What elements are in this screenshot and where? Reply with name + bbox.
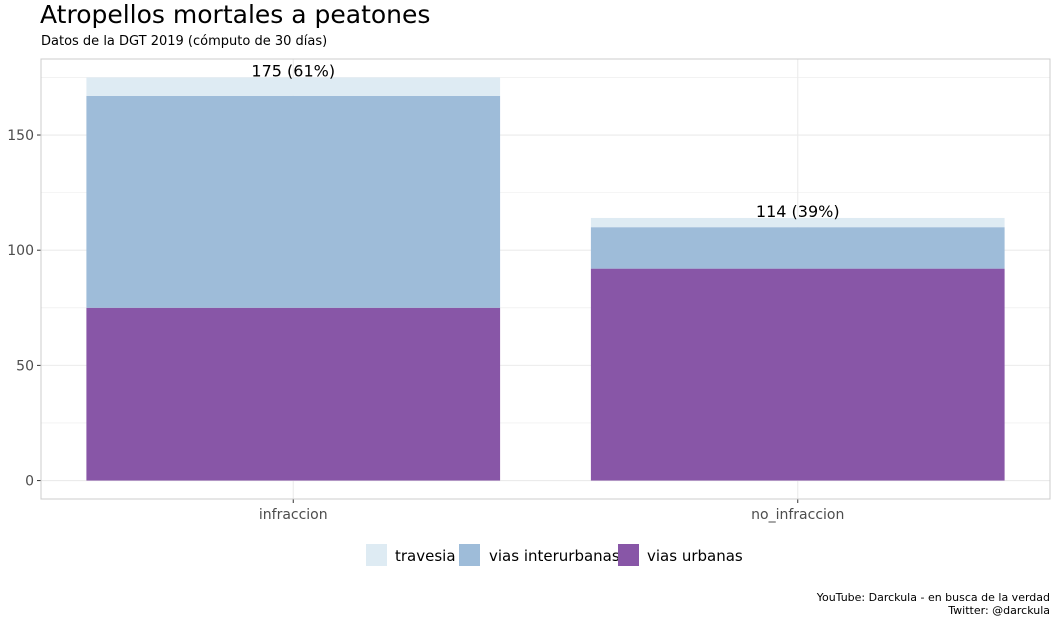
caption-youtube: YouTube: Darckula - en busca de la verda…: [816, 591, 1050, 604]
y-tick-label: 0: [25, 474, 34, 490]
bar-no-infraccion-travesia: [590, 217, 1005, 228]
caption-twitter: Twitter: @darckula: [948, 604, 1050, 617]
bar-total-label: 175 (61%): [251, 61, 335, 80]
bar-infraccion-vias-interurbanas: [86, 95, 501, 308]
y-tick-label: 150: [7, 128, 34, 144]
x-tick-label: infraccion: [259, 507, 328, 523]
legend-label: travesia: [395, 547, 456, 565]
chart-title: Atropellos mortales a peatones: [40, 0, 431, 29]
legend-key: [618, 544, 639, 566]
bar-infraccion-travesia: [86, 77, 501, 96]
legend-key: [366, 544, 387, 566]
chart-subtitle: Datos de la DGT 2019 (cómputo de 30 días…: [41, 34, 328, 49]
x-tick-label: no_infraccion: [751, 507, 844, 523]
legend-key: [459, 544, 480, 566]
legend-label: vias interurbanas: [489, 547, 620, 565]
legend-label: vias urbanas: [647, 547, 743, 565]
bar-total-label: 114 (39%): [756, 202, 840, 221]
y-tick-label: 100: [7, 243, 34, 259]
bar-no-infraccion-vias-interurbanas: [590, 227, 1005, 269]
y-tick-label: 50: [16, 358, 34, 374]
bar-infraccion-vias-urbanas: [86, 307, 501, 481]
bar-no-infraccion-vias-urbanas: [590, 268, 1005, 481]
caption: YouTube: Darckula - en busca de la verda…: [817, 591, 1050, 617]
plot-panel-border: [40, 58, 1051, 500]
